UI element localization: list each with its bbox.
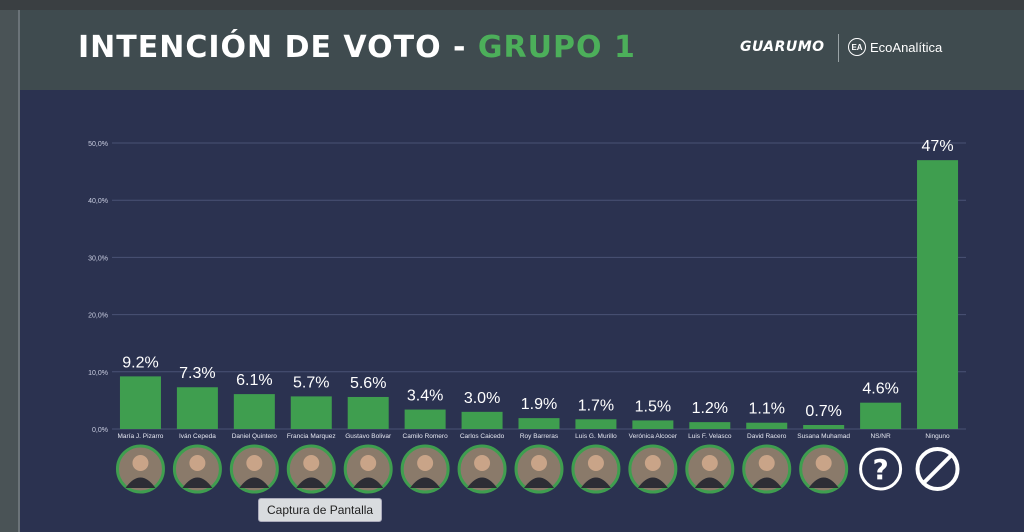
avatar-head [815,455,832,471]
category-label: David Racero [747,433,787,440]
slide-frame: INTENCIÓN DE VOTO - GRUPO 1 GUARUMO EA E… [18,10,1024,532]
bar [575,419,617,429]
data-label: 3.4% [407,388,443,405]
avatar-body [580,477,611,488]
title-main: INTENCIÓN DE VOTO - [78,30,478,65]
bar [689,422,731,429]
y-tick-label: 50,0% [88,141,108,148]
value-labels: 9.2% 7.3% 6.1% 5.7% 5.6% 3.4% 3.0% 1.9% 1.7% 1.5%… [122,138,953,420]
data-label: 5.7% [293,374,329,391]
category-label: NS/NR [870,433,891,440]
data-label: 1.1% [748,401,784,418]
bar [347,396,389,429]
category-label: María J. Pizarro [118,433,164,440]
category-label: Ninguno [925,433,950,440]
avatar-head [531,455,547,471]
bars [119,160,959,429]
avatar-body [808,477,839,488]
avatar-head [644,455,661,471]
avatar-body [182,477,213,488]
bar [461,411,503,429]
avatar-head [587,455,604,471]
data-label: 1.5% [635,398,671,415]
avatar-body [239,477,270,488]
guarumo-logo: GUARUMO [740,39,825,55]
avatar-head [701,455,718,471]
prohibited-icon [915,447,960,491]
data-label: 0.7% [805,403,841,420]
category-label: Camilo Romero [403,433,449,440]
header-bar: INTENCIÓN DE VOTO - GRUPO 1 GUARUMO EA E… [20,10,1024,90]
category-label: Iván Cepeda [179,433,216,440]
avatar-body [467,477,498,488]
y-tick-label: 30,0% [88,255,108,262]
category-label: Carlos Caicedo [460,433,505,440]
data-label: 3.0% [464,390,500,407]
page-title: INTENCIÓN DE VOTO - GRUPO 1 [78,30,636,65]
question-mark-glyph: ? [872,453,888,486]
bar [917,160,959,429]
category-label: Francia Marquez [287,433,336,440]
data-label: 1.2% [692,400,728,417]
y-tick-labels: 0,0% 10,0% 20,0% 30,0% 40,0% 50,0% [88,141,108,434]
data-label: 5.6% [350,375,386,392]
y-tick-label: 20,0% [88,313,108,320]
window-top-bar [0,0,1024,10]
data-label: 47% [922,138,954,155]
ecoanalitica-mark-icon: EA [848,38,866,56]
avatar-body [524,477,554,488]
avatar-head [417,455,434,471]
screenshot-tooltip: Captura de Pantalla [258,498,383,522]
y-tick-label: 10,0% [88,370,108,377]
bar [233,394,275,429]
avatar-head [189,455,206,471]
title-accent: GRUPO 1 [477,30,636,65]
bar [803,424,845,429]
category-labels: María J. Pizarro Iván Cepeda Daniel Quinte… [118,433,950,440]
avatar-head [246,455,263,471]
avatars: ? [115,444,960,494]
category-label: Roy Barreras [520,433,559,440]
bar [518,418,560,429]
logo-divider [838,34,839,62]
category-label: Verónica Alcocer [629,433,678,440]
avatar-head [758,455,775,471]
category-label: Gustavo Bolivar [345,433,392,440]
category-label: Luis G. Murillo [575,433,617,440]
data-label: 1.7% [578,397,614,414]
data-label: 1.9% [521,396,557,413]
y-tick-label: 40,0% [88,198,108,205]
avatar-head [360,455,377,471]
avatar-body [353,477,384,488]
avatar-body [410,477,441,488]
bar [176,387,218,429]
avatar-body [125,477,156,488]
bar [404,409,446,429]
avatar-head [303,455,320,471]
data-label: 4.6% [862,381,898,398]
data-label: 7.3% [179,365,215,382]
question-mark-icon [859,447,903,491]
bar [290,396,332,429]
avatar-body [694,477,725,488]
bar [746,422,788,429]
bar-chart: 0,0% 10,0% 20,0% 30,0% 40,0% 50,0% 9.2% 7.3% 6.… [88,138,966,494]
data-label: 6.1% [236,372,272,389]
avatar-body [296,477,327,488]
ecoanalitica-label: EcoAnalítica [870,39,943,55]
bar [119,376,161,429]
y-tick-label: 0,0% [92,427,108,434]
bar [632,420,674,429]
prohibited-slash [923,454,952,484]
ecoanalitica-logo: EA EcoAnalítica [848,38,942,56]
avatar-body [637,477,668,488]
category-label: Luis F. Velasco [688,433,732,440]
avatar-head [474,455,491,471]
bar [860,402,902,429]
data-label: 9.2% [122,354,158,371]
avatar-head [132,455,149,471]
avatar-body [751,477,782,488]
category-label: Daniel Quintero [232,433,278,440]
category-label: Susana Muhamad [797,433,850,440]
